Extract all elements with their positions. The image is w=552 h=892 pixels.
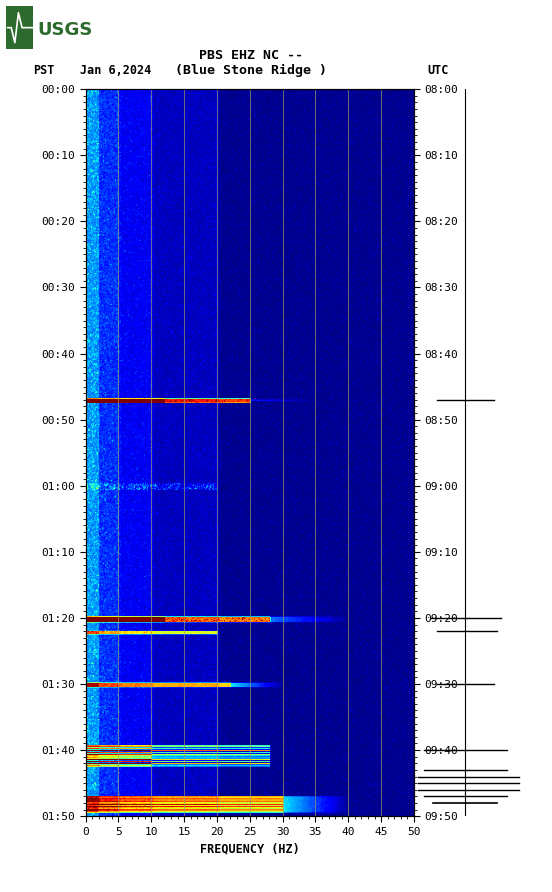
Text: (Blue Stone Ridge ): (Blue Stone Ridge ) xyxy=(175,64,327,77)
Text: Jan 6,2024: Jan 6,2024 xyxy=(80,64,151,77)
X-axis label: FREQUENCY (HZ): FREQUENCY (HZ) xyxy=(200,842,300,855)
Text: PBS EHZ NC --: PBS EHZ NC -- xyxy=(199,49,303,62)
Text: UTC: UTC xyxy=(428,64,449,77)
Text: PST: PST xyxy=(33,64,55,77)
Text: USGS: USGS xyxy=(38,21,93,38)
Bar xyxy=(6,6,33,49)
